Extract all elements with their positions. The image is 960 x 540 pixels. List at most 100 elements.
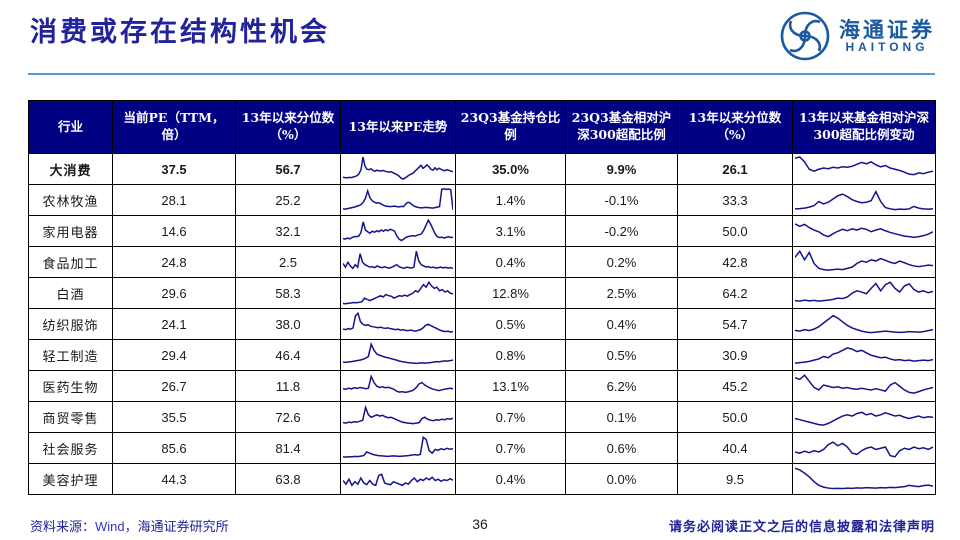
table-row: 食品加工 24.8 2.5 0.4% 0.2% 42.8 bbox=[28, 246, 936, 278]
pe-percentile-cell: 72.6 bbox=[235, 401, 341, 433]
title-underline bbox=[28, 73, 935, 75]
overweight-trend-sparkline-cell bbox=[792, 308, 936, 340]
overweight-trend-sparkline-cell bbox=[792, 153, 936, 185]
overweight-trend-chart bbox=[795, 217, 933, 245]
table-row: 家用电器 14.6 32.1 3.1% -0.2% 50.0 bbox=[28, 215, 936, 247]
pe-percentile-cell: 58.3 bbox=[235, 277, 341, 309]
pe-trend-sparkline-cell bbox=[340, 277, 456, 309]
overweight-percentile-cell: 50.0 bbox=[677, 401, 793, 433]
fund-holding-cell: 0.7% bbox=[455, 432, 566, 464]
logo-name-en: HAITONG bbox=[845, 39, 929, 54]
pe-value-cell: 26.7 bbox=[112, 370, 236, 402]
overweight-cell: 6.2% bbox=[565, 370, 678, 402]
fund-holding-cell: 0.4% bbox=[455, 463, 566, 495]
overweight-percentile-cell: 9.5 bbox=[677, 463, 793, 495]
pe-trend-chart bbox=[343, 279, 453, 307]
pe-percentile-cell: 46.4 bbox=[235, 339, 341, 371]
fund-holding-cell: 12.8% bbox=[455, 277, 566, 309]
pe-percentile-cell: 2.5 bbox=[235, 246, 341, 278]
industry-cell: 轻工制造 bbox=[28, 339, 113, 371]
fund-holding-cell: 35.0% bbox=[455, 153, 566, 185]
table-row: 医药生物 26.7 11.8 13.1% 6.2% 45.2 bbox=[28, 370, 936, 402]
column-header: 23Q3基金相对沪深300超配比例 bbox=[565, 100, 678, 154]
fund-holding-cell: 0.5% bbox=[455, 308, 566, 340]
table-row: 纺织服饰 24.1 38.0 0.5% 0.4% 54.7 bbox=[28, 308, 936, 340]
overweight-percentile-cell: 33.3 bbox=[677, 184, 793, 216]
industry-cell: 农林牧渔 bbox=[28, 184, 113, 216]
pe-trend-chart bbox=[343, 434, 453, 462]
pe-trend-chart bbox=[343, 310, 453, 338]
pe-trend-sparkline-cell bbox=[340, 215, 456, 247]
source-note: 资料来源：Wind，海通证券研究所 bbox=[30, 516, 229, 535]
industry-cell: 纺织服饰 bbox=[28, 308, 113, 340]
pe-value-cell: 29.4 bbox=[112, 339, 236, 371]
overweight-trend-sparkline-cell bbox=[792, 277, 936, 309]
overweight-cell: 0.0% bbox=[565, 463, 678, 495]
pe-percentile-cell: 38.0 bbox=[235, 308, 341, 340]
pe-trend-sparkline-cell bbox=[340, 432, 456, 464]
source-prefix: 资料来源： bbox=[30, 520, 96, 535]
industry-cell: 大消费 bbox=[28, 153, 113, 185]
industry-table: 行业 当前PE（TTM，倍） 13年以来分位数（%） 13年以来PE走势 23Q3基金持… bbox=[28, 100, 936, 495]
pe-trend-sparkline-cell bbox=[340, 184, 456, 216]
pe-value-cell: 37.5 bbox=[112, 153, 236, 185]
pe-trend-sparkline-cell bbox=[340, 463, 456, 495]
overweight-trend-sparkline-cell bbox=[792, 463, 936, 495]
overweight-cell: -0.2% bbox=[565, 215, 678, 247]
pe-percentile-cell: 81.4 bbox=[235, 432, 341, 464]
industry-cell: 食品加工 bbox=[28, 246, 113, 278]
industry-cell: 美容护理 bbox=[28, 463, 113, 495]
fund-holding-cell: 3.1% bbox=[455, 215, 566, 247]
table-body: 大消费 37.5 56.7 35.0% 9.9% 26.1 农林牧渔 28.1 25.2 1.4%… bbox=[28, 153, 936, 495]
pe-trend-chart bbox=[343, 465, 453, 493]
overweight-cell: -0.1% bbox=[565, 184, 678, 216]
haitong-logo: 海通证券 HAITONG bbox=[779, 10, 935, 62]
overweight-cell: 2.5% bbox=[565, 277, 678, 309]
fund-holding-cell: 1.4% bbox=[455, 184, 566, 216]
column-header: 13年以来分位数（%） bbox=[677, 100, 793, 154]
overweight-cell: 0.1% bbox=[565, 401, 678, 433]
industry-cell: 医药生物 bbox=[28, 370, 113, 402]
pe-value-cell: 85.6 bbox=[112, 432, 236, 464]
haitong-logo-icon bbox=[780, 11, 830, 61]
column-header: 行业 bbox=[28, 100, 113, 154]
overweight-trend-sparkline-cell bbox=[792, 215, 936, 247]
pe-trend-chart bbox=[343, 155, 453, 183]
column-header: 13年以来基金相对沪深300超配比例变动 bbox=[792, 100, 936, 154]
overweight-percentile-cell: 30.9 bbox=[677, 339, 793, 371]
overweight-percentile-cell: 40.4 bbox=[677, 432, 793, 464]
pe-percentile-cell: 25.2 bbox=[235, 184, 341, 216]
column-header: 当前PE（TTM，倍） bbox=[112, 100, 236, 154]
pe-trend-sparkline-cell bbox=[340, 339, 456, 371]
overweight-trend-chart bbox=[795, 279, 933, 307]
industry-cell: 白酒 bbox=[28, 277, 113, 309]
industry-cell: 社会服务 bbox=[28, 432, 113, 464]
overweight-cell: 0.5% bbox=[565, 339, 678, 371]
overweight-cell: 0.2% bbox=[565, 246, 678, 278]
column-header: 23Q3基金持仓比例 bbox=[455, 100, 566, 154]
overweight-trend-chart bbox=[795, 248, 933, 276]
column-header: 13年以来分位数（%） bbox=[235, 100, 341, 154]
pe-value-cell: 14.6 bbox=[112, 215, 236, 247]
table-row: 轻工制造 29.4 46.4 0.8% 0.5% 30.9 bbox=[28, 339, 936, 371]
fund-holding-cell: 0.8% bbox=[455, 339, 566, 371]
industry-cell: 家用电器 bbox=[28, 215, 113, 247]
pe-trend-chart bbox=[343, 372, 453, 400]
overweight-percentile-cell: 26.1 bbox=[677, 153, 793, 185]
pe-trend-chart bbox=[343, 403, 453, 431]
overweight-percentile-cell: 50.0 bbox=[677, 215, 793, 247]
overweight-trend-chart bbox=[795, 155, 933, 183]
fund-holding-cell: 13.1% bbox=[455, 370, 566, 402]
pe-trend-sparkline-cell bbox=[340, 308, 456, 340]
pe-value-cell: 29.6 bbox=[112, 277, 236, 309]
page-title: 消费或存在结构性机会 bbox=[30, 17, 330, 48]
table-row: 美容护理 44.3 63.8 0.4% 0.0% 9.5 bbox=[28, 463, 936, 495]
pe-trend-chart bbox=[343, 248, 453, 276]
overweight-trend-chart bbox=[795, 465, 933, 493]
overweight-cell: 0.6% bbox=[565, 432, 678, 464]
overweight-trend-chart bbox=[795, 186, 933, 214]
pe-trend-sparkline-cell bbox=[340, 246, 456, 278]
pe-percentile-cell: 63.8 bbox=[235, 463, 341, 495]
pe-trend-sparkline-cell bbox=[340, 370, 456, 402]
pe-value-cell: 44.3 bbox=[112, 463, 236, 495]
